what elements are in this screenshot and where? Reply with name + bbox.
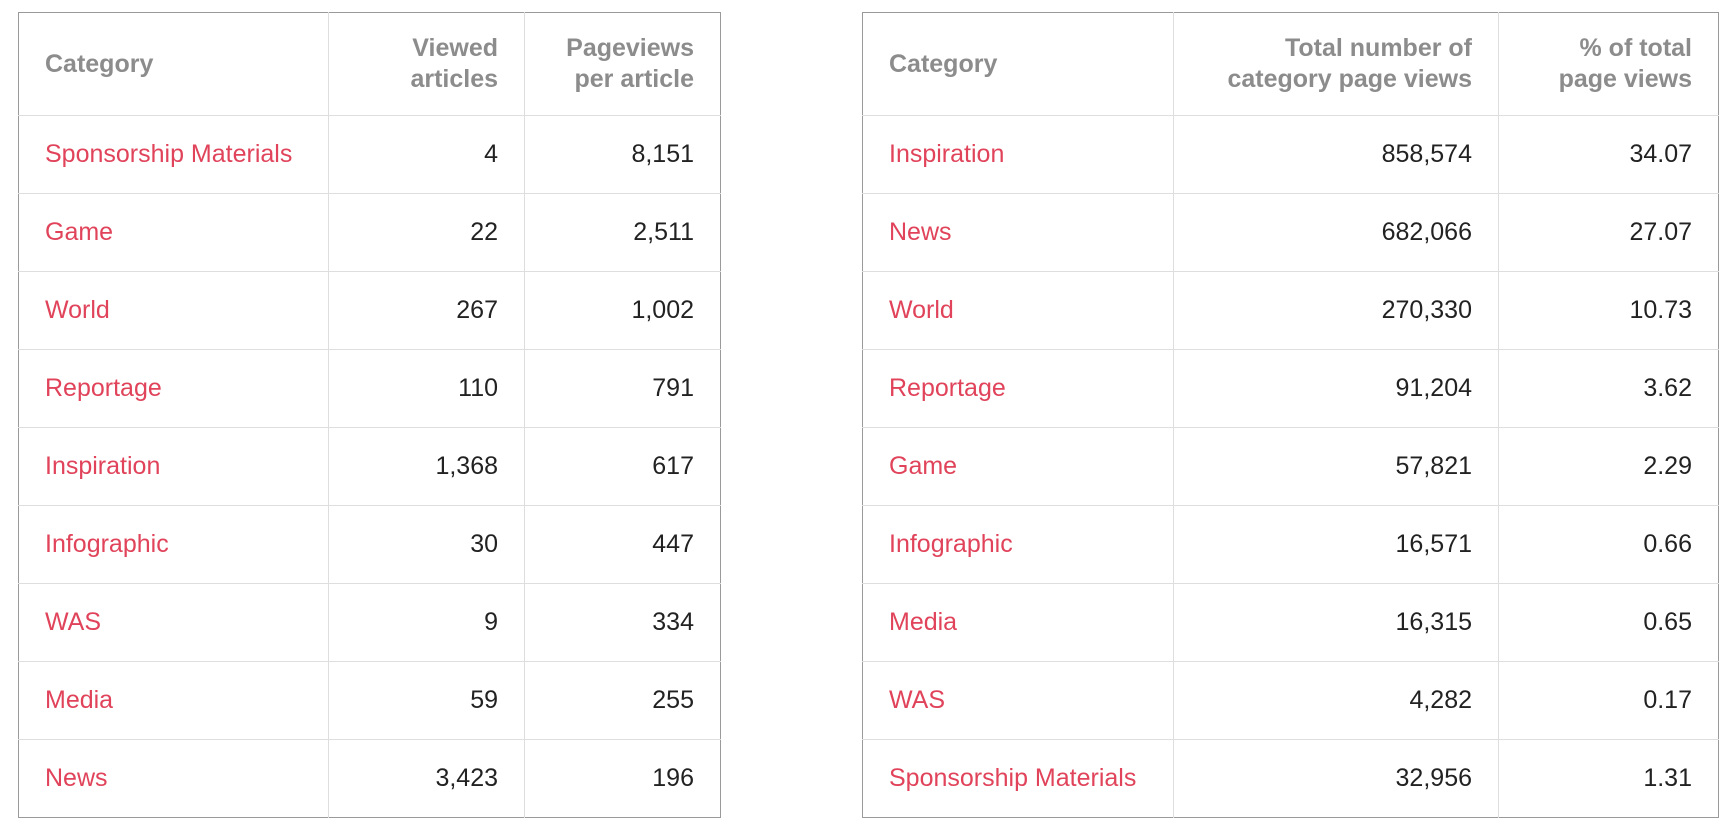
viewed-articles-cell: 1,368 [328,427,525,506]
table-row: Media 16,315 0.65 [862,583,1719,662]
viewed-articles-cell: 22 [328,193,525,272]
viewed-articles-cell: 30 [328,505,525,584]
pageviews-per-article-cell: 791 [524,349,721,428]
category-link[interactable]: Sponsorship Materials [18,115,329,194]
pageviews-per-article-cell: 334 [524,583,721,662]
total-page-views-cell: 16,571 [1173,505,1499,584]
total-page-views-cell: 32,956 [1173,739,1499,818]
table-row: WAS 4,282 0.17 [862,661,1719,740]
category-link[interactable]: News [862,193,1174,272]
percent-of-total-cell: 0.65 [1498,583,1719,662]
category-link[interactable]: News [18,739,329,818]
pageviews-per-article-cell: 2,511 [524,193,721,272]
percent-of-total-cell: 34.07 [1498,115,1719,194]
category-link[interactable]: Media [862,583,1174,662]
column-header-viewed-articles: Viewed articles [328,12,525,116]
category-link[interactable]: Infographic [862,505,1174,584]
viewed-articles-cell: 9 [328,583,525,662]
total-page-views-cell: 16,315 [1173,583,1499,662]
category-link[interactable]: Sponsorship Materials [862,739,1174,818]
table-row: Inspiration 858,574 34.07 [862,115,1719,194]
category-page-views-table: Category Total number of category page v… [862,12,1719,818]
percent-of-total-cell: 2.29 [1498,427,1719,506]
table-row: Media 59 255 [18,661,721,740]
category-link[interactable]: Infographic [18,505,329,584]
table-row: News 3,423 196 [18,739,721,818]
viewed-articles-cell: 267 [328,271,525,350]
column-header-pageviews-per-article: Pageviews per article [524,12,721,116]
category-link[interactable]: Media [18,661,329,740]
category-link[interactable]: Game [18,193,329,272]
pageviews-per-article-cell: 255 [524,661,721,740]
table-row: News 682,066 27.07 [862,193,1719,272]
category-link[interactable]: Inspiration [862,115,1174,194]
category-link[interactable]: World [862,271,1174,350]
pageviews-per-article-cell: 196 [652,764,694,792]
header-row: Category Total number of category page v… [862,12,1719,116]
table-row: Infographic 16,571 0.66 [862,505,1719,584]
column-header-percent-of-total: % of total page views [1498,12,1719,116]
table-row: Inspiration 1,368 617 [18,427,721,506]
viewed-articles-cell: 110 [328,349,525,428]
viewed-articles-table: Category Viewed articles Pageviews per a… [18,12,721,818]
pageviews-per-article-cell: 1,002 [524,271,721,350]
table-row: Reportage 91,204 3.62 [862,349,1719,428]
viewed-articles-cell: 59 [328,661,525,740]
table-row: Sponsorship Materials 32,956 1.31 [862,739,1719,818]
category-link[interactable]: Reportage [18,349,329,428]
total-page-views-cell: 57,821 [1173,427,1499,506]
category-link[interactable]: World [18,271,329,350]
viewed-articles-cell: 3,423 [328,739,525,818]
percent-of-total-cell: 0.66 [1498,505,1719,584]
percent-of-total-cell: 0.17 [1498,661,1719,740]
column-header-total-page-views: Total number of category page views [1173,12,1499,116]
category-link[interactable]: Inspiration [18,427,329,506]
total-page-views-cell: 858,574 [1173,115,1499,194]
category-link[interactable]: WAS [18,583,329,662]
percent-of-total-cell: 3.62 [1498,349,1719,428]
header-row: Category Viewed articles Pageviews per a… [18,12,721,116]
total-page-views-cell: 270,330 [1173,271,1499,350]
table-row: Game 57,821 2.29 [862,427,1719,506]
pageviews-per-article-cell: 8,151 [524,115,721,194]
column-header-category: Category [18,12,329,116]
total-page-views-cell: 682,066 [1173,193,1499,272]
table-row: Infographic 30 447 [18,505,721,584]
category-link[interactable]: WAS [862,661,1174,740]
pageviews-per-article-cell: 447 [524,505,721,584]
category-link[interactable]: Reportage [862,349,1174,428]
percent-of-total-cell: 1.31 [1643,764,1692,792]
table-row: Game 22 2,511 [18,193,721,272]
total-page-views-cell: 91,204 [1173,349,1499,428]
column-header-category: Category [862,12,1174,116]
viewed-articles-cell: 4 [328,115,525,194]
total-page-views-cell: 4,282 [1173,661,1499,740]
table-row: WAS 9 334 [18,583,721,662]
table-row: World 270,330 10.73 [862,271,1719,350]
percent-of-total-cell: 27.07 [1498,193,1719,272]
percent-of-total-cell: 10.73 [1498,271,1719,350]
pageviews-per-article-cell: 617 [524,427,721,506]
table-row: Reportage 110 791 [18,349,721,428]
table-row: Sponsorship Materials 4 8,151 [18,115,721,194]
table-row: World 267 1,002 [18,271,721,350]
category-link[interactable]: Game [862,427,1174,506]
